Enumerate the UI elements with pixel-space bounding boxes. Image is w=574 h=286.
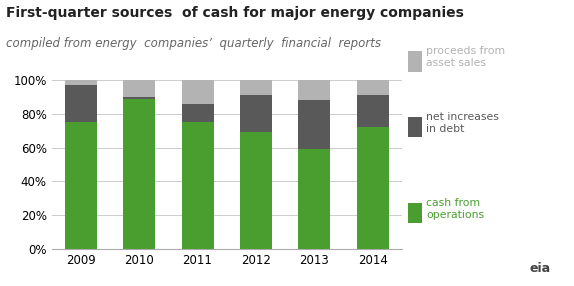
Text: net increases
in debt: net increases in debt	[426, 112, 499, 134]
Bar	[181, 80, 214, 104]
Bar	[298, 149, 330, 249]
Text: cash from
operations: cash from operations	[426, 198, 484, 220]
Bar	[240, 95, 272, 132]
Bar	[181, 104, 214, 122]
Bar	[65, 80, 97, 85]
Bar	[123, 99, 155, 249]
Text: proceeds from
asset sales: proceeds from asset sales	[426, 46, 506, 68]
Bar	[240, 80, 272, 95]
Bar	[65, 85, 97, 122]
Bar	[356, 127, 389, 249]
Bar	[123, 97, 155, 99]
Bar	[356, 80, 389, 95]
Bar	[298, 100, 330, 149]
Bar	[65, 122, 97, 249]
Text: eia: eia	[530, 262, 551, 275]
Text: compiled from energy  companies’  quarterly  financial  reports: compiled from energy companies’ quarterl…	[6, 37, 381, 50]
Text: First-quarter sources  of cash for major energy companies: First-quarter sources of cash for major …	[6, 6, 464, 20]
Bar	[298, 80, 330, 100]
Bar	[356, 95, 389, 127]
Bar	[240, 132, 272, 249]
Bar	[123, 80, 155, 97]
Bar	[181, 122, 214, 249]
